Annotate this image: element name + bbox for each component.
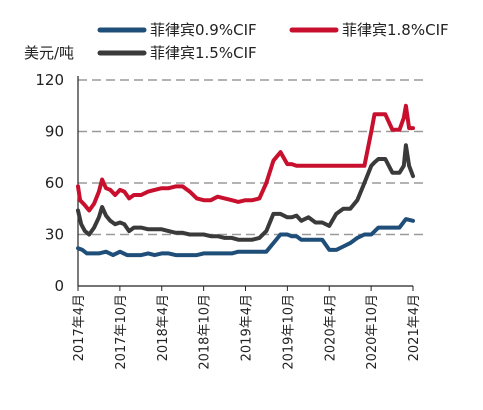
x-tick-label: 2020年4月: [323, 294, 338, 361]
legend-label: 菲律宾0.9%CIF: [150, 21, 257, 39]
y-tick-label: 90: [45, 123, 64, 141]
y-tick-labels: 0 30 60 90 120: [35, 71, 64, 295]
series-line: [76, 143, 415, 242]
x-tick-label: 2021年4月: [407, 294, 422, 361]
x-tick-label: 2020年10月: [365, 294, 380, 370]
x-tick-label: 2017年4月: [72, 294, 87, 361]
x-tick-label: 2019年4月: [240, 294, 255, 361]
series-lines: [76, 103, 415, 258]
x-tick-label: 2018年4月: [156, 294, 171, 361]
legend-label: 菲律宾1.8%CIF: [342, 21, 449, 39]
legend: 菲律宾0.9%CIF 菲律宾1.8%CIF 菲律宾1.5%CIF: [97, 21, 449, 62]
series-line: [76, 217, 415, 258]
grid-lines: [78, 79, 425, 236]
x-tick-label: 2017年10月: [114, 294, 129, 370]
x-tick-label: 2018年10月: [198, 294, 213, 370]
series-line: [76, 103, 415, 213]
legend-label: 菲律宾1.5%CIF: [150, 44, 257, 62]
y-tick-label: 60: [45, 174, 64, 192]
y-tick-label: 120: [35, 71, 64, 89]
x-tick-labels: 2017年4月 2017年10月 2018年4月 2018年10月 2019年4月 201…: [72, 286, 422, 370]
y-axis-unit-label: 美元/吨: [24, 44, 74, 62]
y-tick-label: 0: [54, 277, 64, 295]
x-tick-label: 2019年10月: [281, 294, 296, 370]
y-tick-label: 30: [45, 226, 64, 244]
